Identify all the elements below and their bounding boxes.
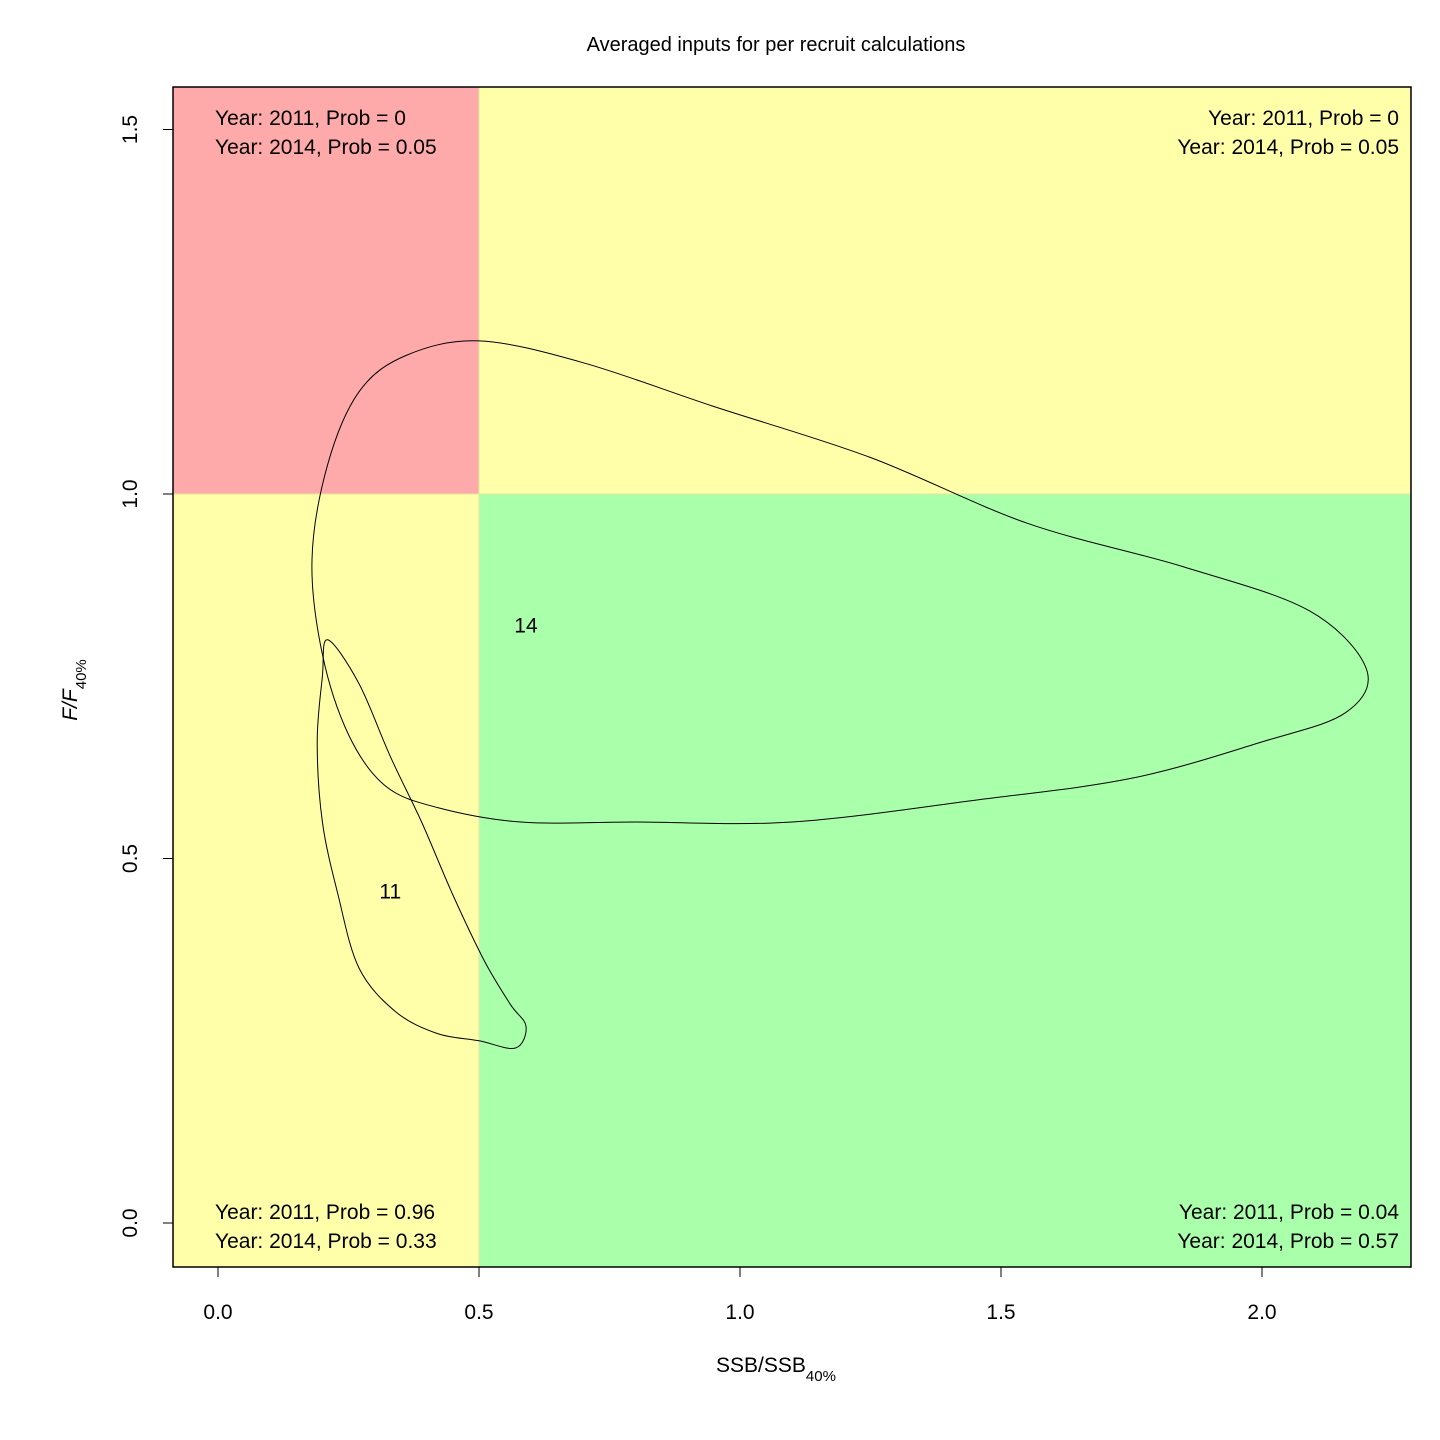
quadrant-bottom-left xyxy=(173,494,479,1267)
probability-text-top-left-2: Year: 2014, Prob = 0.05 xyxy=(215,136,437,159)
y-tick-label: 0.0 xyxy=(119,1208,142,1237)
plot-frame xyxy=(172,86,1412,1268)
quadrant-backgrounds xyxy=(173,87,1411,1267)
y-axis-label-main: F/F xyxy=(59,688,82,721)
probability-text-top-right-2: Year: 2014, Prob = 0.05 xyxy=(1177,136,1399,159)
x-tick-label: 2.0 xyxy=(1247,1301,1276,1324)
y-axis-label-sub: 40% xyxy=(73,659,90,689)
chart-title: Averaged inputs for per recruit calculat… xyxy=(587,34,966,56)
x-tick-label: 0.0 xyxy=(203,1301,232,1324)
contour-line-11 xyxy=(316,639,527,1050)
y-tick-label: 1.0 xyxy=(119,479,142,508)
probability-annotations: Year: 2011, Prob = 0 Year: 2014, Prob = 0… xyxy=(215,107,1399,1253)
probability-text-top-left-1: Year: 2011, Prob = 0 xyxy=(215,107,406,130)
quadrant-bottom-right xyxy=(479,494,1411,1267)
probability-text-top-right-1: Year: 2011, Prob = 0 xyxy=(1208,107,1399,130)
x-tick-label: 1.5 xyxy=(986,1301,1015,1324)
contours: 11 14 xyxy=(311,340,1369,1050)
x-tick-label: 1.0 xyxy=(725,1301,754,1324)
y-tick-label: 1.5 xyxy=(119,115,142,144)
y-axis-label: F/F40% xyxy=(59,659,90,721)
x-tick-label: 0.5 xyxy=(464,1301,493,1324)
probability-text-bottom-left-1: Year: 2011, Prob = 0.96 xyxy=(215,1201,435,1224)
quadrant-top-right xyxy=(479,87,1411,494)
contour-label-11: 11 xyxy=(379,881,401,904)
quadrant-top-left xyxy=(173,87,479,494)
contour-label-14: 14 xyxy=(514,615,538,638)
probability-text-bottom-left-2: Year: 2014, Prob = 0.33 xyxy=(215,1230,437,1253)
probability-text-bottom-right-1: Year: 2011, Prob = 0.04 xyxy=(1179,1201,1399,1224)
contour-line-14 xyxy=(311,340,1369,825)
x-axis-label: SSB/SSB40% xyxy=(716,1354,836,1385)
x-axis-label-main: SSB/SSB xyxy=(716,1354,806,1377)
x-axis-label-sub: 40% xyxy=(806,1368,836,1385)
probability-text-bottom-right-2: Year: 2014, Prob = 0.57 xyxy=(1177,1230,1399,1253)
y-tick-label: 0.5 xyxy=(119,844,142,873)
reference-lines xyxy=(173,87,1411,1267)
